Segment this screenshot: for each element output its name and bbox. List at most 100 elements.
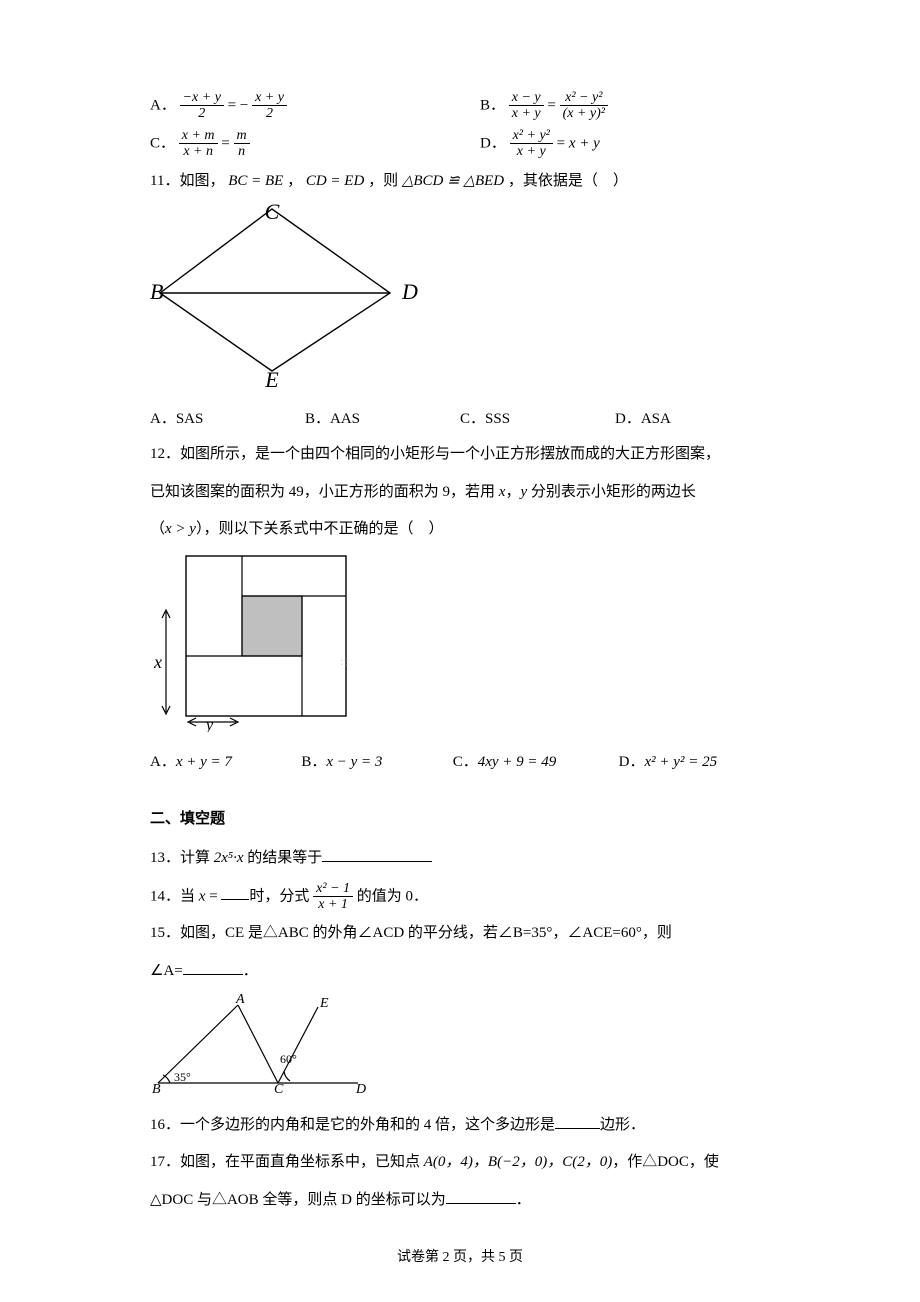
q10-opt-c: C． x + mx + n = mn xyxy=(150,128,480,160)
q10-row-ab: A． −x + y2 = − x + y2 B． x − yx + y = x²… xyxy=(150,90,770,122)
q12-ylabel: y xyxy=(204,717,214,732)
q12-svg: x y xyxy=(150,552,370,732)
q13-blank xyxy=(322,847,432,862)
q12-d-expr: x² + y² = 25 xyxy=(645,754,718,770)
q15-l2b: ． xyxy=(243,963,258,979)
q11-tri: △BCD ≌ △BED xyxy=(402,173,504,189)
q14: 14．当 x = 时，分式 x² − 1x + 1 的值为 0． xyxy=(150,881,770,913)
q10-d-label: D． xyxy=(480,135,506,151)
q10-a-label: A． xyxy=(150,97,176,113)
q10-opt-d: D． x² + y²x + y = x + y xyxy=(480,128,770,160)
q13: 13．计算 2x⁵·x 的结果等于 xyxy=(150,843,770,875)
q12-l2comma: ， xyxy=(505,484,520,500)
q12-a-lbl: A． xyxy=(150,754,176,770)
q11-label-e: E xyxy=(264,367,279,388)
q10-c-label: C． xyxy=(150,135,175,151)
q10-opt-a: A． −x + y2 = − x + y2 xyxy=(150,90,480,122)
q11-opt-a: A．SAS xyxy=(150,405,305,434)
q12-c-expr: 4xy + 9 = 49 xyxy=(478,754,557,770)
q14-blank xyxy=(221,885,249,900)
q12-xlabel: x xyxy=(153,652,162,672)
q11-sep1: ， xyxy=(287,173,302,189)
q12-l2: 已知该图案的面积为 49，小正方形的面积为 9，若用 x，y 分别表示小矩形的两… xyxy=(150,477,770,509)
q11-suffix: ，其依据是（ ） xyxy=(508,173,628,189)
q12-opt-c: C．4xy + 9 = 49 xyxy=(453,748,619,777)
q12-l2a: 已知该图案的面积为 49，小正方形的面积为 9，若用 xyxy=(150,484,499,500)
q10-b-rhs-den: (x + y)² xyxy=(560,106,608,121)
q10-c-mid: = xyxy=(221,135,233,151)
q12-l3: （x > y），则以下关系式中不正确的是（ ） xyxy=(150,514,770,546)
q11-prefix: 11．如图， xyxy=(150,173,224,189)
q11-eq1: BC = BE xyxy=(228,173,283,189)
q15-label-e: E xyxy=(319,996,329,1011)
q16: 16．一个多边形的内角和是它的外角和的 4 倍，这个多边形是边形． xyxy=(150,1110,770,1142)
q14-c: 的值为 0． xyxy=(357,888,428,904)
q10-opt-b: B． x − yx + y = x² − y²(x + y)² xyxy=(480,90,770,122)
q12-l3rel: x > y xyxy=(165,521,196,537)
q10-d-mid: = xyxy=(557,135,569,151)
q10-c-rhs-num: m xyxy=(234,128,250,144)
q12-figure: x y xyxy=(150,552,770,743)
q11-opt-b: B．AAS xyxy=(305,405,460,434)
q11-opt-d: D．ASA xyxy=(615,405,770,434)
q15-svg: A E B C D 35° 60° xyxy=(150,993,376,1093)
q10-row-cd: C． x + mx + n = mn D． x² + y²x + y = x +… xyxy=(150,128,770,160)
q11-svg: C B D E xyxy=(150,203,420,388)
q12-opt-b: B．x − y = 3 xyxy=(301,748,452,777)
q10-b-label: B． xyxy=(480,97,505,113)
q12-l2b: 分别表示小矩形的两边长 xyxy=(527,484,696,500)
q10-a-mid: = − xyxy=(228,97,252,113)
q12-d-lbl: D． xyxy=(619,754,645,770)
q15-label-a: A xyxy=(235,993,245,1007)
q13-a: 13．计算 xyxy=(150,850,214,866)
q10-c-lhs-den: x + n xyxy=(179,144,218,159)
q11-opt-c: C．SSS xyxy=(460,405,615,434)
q12-options: A．x + y = 7 B．x − y = 3 C．4xy + 9 = 49 D… xyxy=(150,748,770,777)
q17-l2b: ． xyxy=(516,1192,531,1208)
q15-l2a: ∠A= xyxy=(150,963,183,979)
q13-expr: 2x⁵·x xyxy=(214,850,244,866)
q10-b-mid: = xyxy=(547,97,559,113)
q10-d-lhs-den: x + y xyxy=(510,144,553,159)
q17-l1: 17．如图，在平面直角坐标系中，已知点 A(0，4)，B(−2，0)，C(2，0… xyxy=(150,1147,770,1179)
q11-figure: C B D E xyxy=(150,203,770,399)
q11-label-b: B xyxy=(150,279,163,304)
q16-b: 边形． xyxy=(600,1117,645,1133)
q12-opt-a: A．x + y = 7 xyxy=(150,748,301,777)
q12-b-expr: x − y = 3 xyxy=(326,754,382,770)
q10-a-lhs-num: −x + y xyxy=(180,90,224,106)
q12-l3b: ），则以下关系式中不正确的是（ ） xyxy=(196,521,444,537)
q15-l2: ∠A= ． xyxy=(150,956,770,988)
q10-d-lhs-num: x² + y² xyxy=(510,128,553,144)
q14-a: 14．当 xyxy=(150,888,199,904)
watermark: :: xyxy=(340,650,351,673)
q15-angc: 60° xyxy=(280,1052,297,1066)
q11-label-d: D xyxy=(401,279,418,304)
q12-l1: 12．如图所示，是一个由四个相同的小矩形与一个小正方形摆放而成的大正方形图案， xyxy=(150,439,770,471)
q17-l1a: 17．如图，在平面直角坐标系中，已知点 xyxy=(150,1154,424,1170)
q17-l2a: △DOC 与△AOB 全等，则点 D 的坐标可以为 xyxy=(150,1192,446,1208)
q15-label-d: D xyxy=(355,1082,366,1093)
q14-num: x² − 1 xyxy=(313,881,353,897)
q11-stem: 11．如图， BC = BE ， CD = ED ，则 △BCD ≌ △BED … xyxy=(150,166,770,198)
q15-angb: 35° xyxy=(174,1070,191,1084)
q10-b-rhs-num: x² − y² xyxy=(560,90,608,106)
q14-b: 时，分式 xyxy=(249,888,313,904)
q10-d-rhs: x + y xyxy=(569,135,600,151)
q11-options: A．SAS B．AAS C．SSS D．ASA xyxy=(150,405,770,434)
q17-l1b: ，作△DOC，使 xyxy=(612,1154,719,1170)
q16-blank xyxy=(555,1114,600,1129)
q15-figure: A E B C D 35° 60° xyxy=(150,993,770,1104)
q15-label-b: B xyxy=(152,1082,161,1093)
q15-blank xyxy=(183,960,243,975)
q13-b: 的结果等于 xyxy=(244,850,323,866)
q17-pts: A(0，4)，B(−2，0)，C(2，0) xyxy=(424,1154,612,1170)
q12-b-lbl: B． xyxy=(301,754,326,770)
q17-blank xyxy=(446,1189,516,1204)
q10-c-rhs-den: n xyxy=(234,144,250,159)
q11-mid: ，则 xyxy=(368,173,398,189)
q12-opt-d: D．x² + y² = 25 xyxy=(619,748,770,777)
q14-eq: = xyxy=(205,888,221,904)
page-footer: 试卷第 2 页，共 5 页 xyxy=(0,1245,920,1272)
q10-a-rhs-num: x + y xyxy=(252,90,287,106)
